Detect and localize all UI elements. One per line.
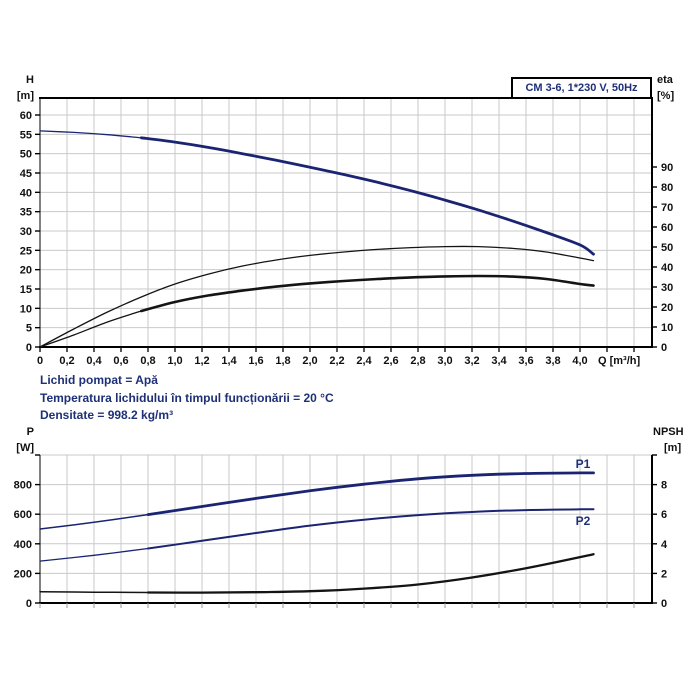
- x-tick-label: 2,0: [302, 355, 317, 367]
- right-tick-label: 30: [661, 282, 673, 294]
- right-tick-label: 70: [661, 202, 673, 214]
- x-tick-label: 0,2: [59, 355, 74, 367]
- x-tick-label: 3,8: [545, 355, 560, 367]
- curve-H: [39, 130, 595, 256]
- left-tick-label: 400: [14, 539, 32, 551]
- plot-borders: [39, 97, 653, 348]
- x-tick-label: 1,6: [248, 355, 263, 367]
- pump-model-badge: CM 3-6, 1*230 V, 50Hz: [511, 77, 652, 99]
- right-tick-label: 20: [661, 302, 673, 314]
- x-tick-label: 0,6: [113, 355, 128, 367]
- x-tick-label: 1,8: [275, 355, 290, 367]
- left-tick-label: 25: [20, 245, 32, 257]
- x-tick-label: 0: [37, 355, 43, 367]
- p-axis-label: P: [26, 426, 34, 438]
- liquid-temperature-line: Temperatura lichidului în timpul funcțio…: [40, 390, 334, 405]
- left-tick-label: 15: [20, 284, 32, 296]
- left-tick-label: 10: [20, 303, 32, 315]
- curve-eta-pump: [39, 245, 595, 348]
- right-tick-label: 50: [661, 242, 673, 254]
- left-tick-label: 50: [20, 149, 32, 161]
- h-axis-label: H: [26, 74, 34, 86]
- left-tick-label: 45: [20, 168, 32, 180]
- x-tick-label: 0,8: [140, 355, 155, 367]
- p2-curve-label: P2: [575, 514, 591, 528]
- right-tick-label: 8: [661, 480, 667, 492]
- npsh-axis-unit: [m]: [664, 442, 682, 454]
- axis-ticks: 0 200 400 600 800 0 2 4 6 8: [14, 454, 668, 610]
- left-tick-label: 0: [26, 598, 32, 610]
- curve-eta-pump-motor: [39, 274, 595, 348]
- left-tick-label: 35: [20, 207, 32, 219]
- right-tick-label: 2: [661, 568, 667, 580]
- x-tick-label: 1,0: [167, 355, 182, 367]
- x-tick-label: 2,6: [383, 355, 398, 367]
- density-line: Densitate = 998.2 kg/m³: [40, 408, 174, 422]
- left-tick-label: 20: [20, 265, 32, 277]
- left-tick-label: 600: [14, 509, 32, 521]
- left-tick-label: 30: [20, 226, 32, 238]
- x-tick-label: 3,0: [437, 355, 452, 367]
- right-tick-label: 10: [661, 322, 673, 334]
- x-tick-label: 3,4: [491, 355, 507, 367]
- right-tick-label: 80: [661, 182, 673, 194]
- left-tick-label: 55: [20, 129, 32, 141]
- x-tick-label: 0,4: [86, 355, 102, 367]
- left-tick-label: 0: [26, 342, 32, 354]
- right-tick-label: 0: [661, 598, 667, 610]
- x-tick-label: 3,2: [464, 355, 479, 367]
- q-axis-unit: Q [m³/h]: [598, 355, 641, 367]
- right-tick-label: 0: [661, 342, 667, 354]
- curve-P2: [39, 508, 595, 562]
- eta-axis-label: eta: [657, 74, 673, 86]
- curve-NPSH: [39, 553, 595, 594]
- x-tick-label: 2,8: [410, 355, 425, 367]
- p-axis-unit: [W]: [16, 442, 34, 454]
- gridlines: [40, 98, 652, 347]
- right-tick-label: 4: [661, 539, 668, 551]
- right-tick-label: 6: [661, 509, 667, 521]
- x-tick-label: 4,0: [572, 355, 587, 367]
- right-tick-label: 90: [661, 162, 673, 174]
- left-tick-label: 200: [14, 568, 32, 580]
- p1-curve-label: P1: [575, 457, 591, 471]
- power-npsh-chart: 0 200 400 600 800 0 2 4 6 8: [14, 454, 668, 610]
- liquid-info-block: Lichid pompat = Apă Temperatura lichidul…: [40, 372, 334, 425]
- hq-eta-chart: 0 5 10 15 20 25 30 35 40 45 50 55 60 0 10 20 30 40 50 60 70 8…: [20, 97, 674, 367]
- gridlines: [40, 454, 652, 603]
- eta-axis-unit: [%]: [657, 90, 675, 102]
- x-tick-label: 1,2: [194, 355, 209, 367]
- plot-borders: [39, 455, 653, 604]
- x-tick-label: 2,2: [329, 355, 344, 367]
- h-axis-unit: [m]: [16, 90, 34, 102]
- left-tick-label: 40: [20, 187, 32, 199]
- right-tick-label: 60: [661, 222, 673, 234]
- left-tick-label: 5: [26, 323, 32, 335]
- pumped-liquid-line: Lichid pompat = Apă: [40, 373, 158, 387]
- axis-ticks: 0 5 10 15 20 25 30 35 40 45 50 55 60 0 10 20 30 40 50 60 70 8…: [20, 110, 674, 367]
- x-tick-label: 2,4: [356, 355, 372, 367]
- left-tick-label: 60: [20, 110, 32, 122]
- left-tick-label: 800: [14, 480, 32, 492]
- x-tick-label: 1,4: [221, 355, 237, 367]
- curve-P1: [39, 471, 595, 530]
- npsh-axis-label: NPSH: [653, 426, 684, 438]
- right-tick-label: 40: [661, 262, 673, 274]
- x-tick-label: 3,6: [518, 355, 533, 367]
